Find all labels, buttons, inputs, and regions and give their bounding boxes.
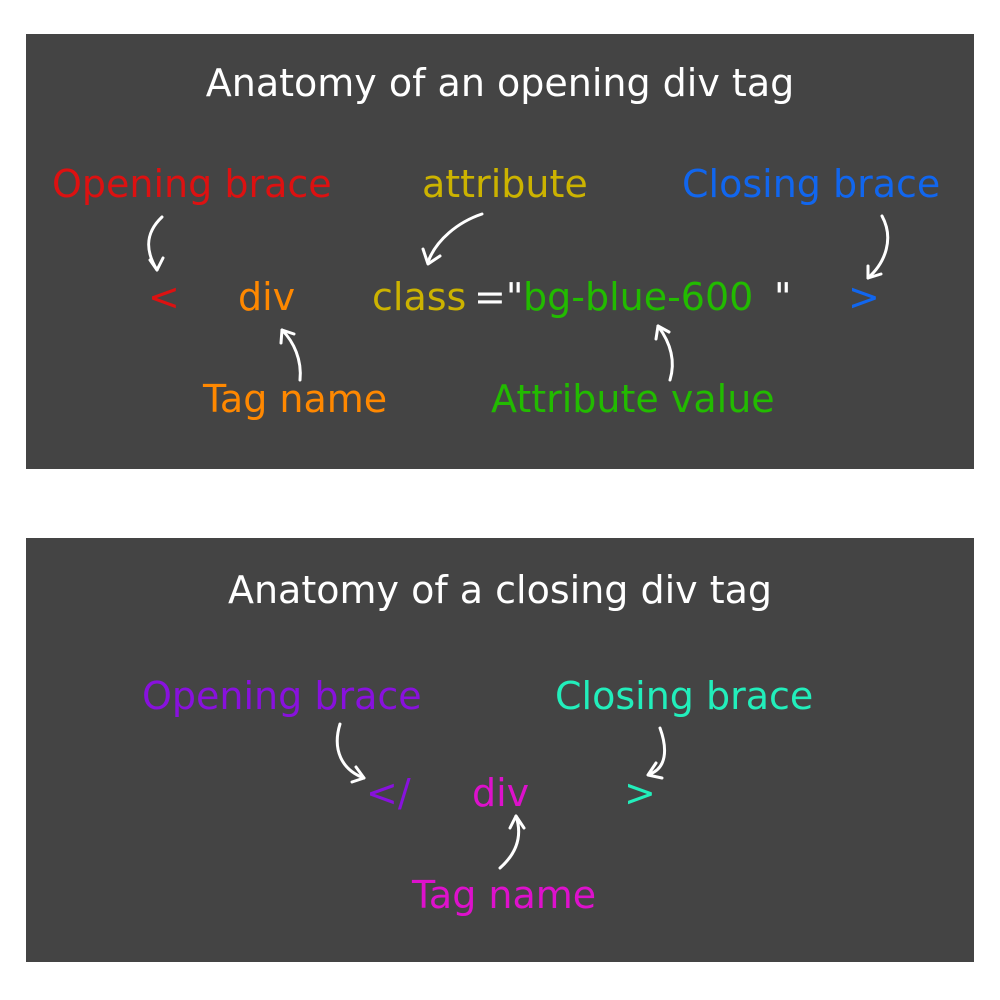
closing-tag-name-label: Tag name <box>412 873 597 917</box>
code-end-quote: " <box>774 275 792 319</box>
closing-code-tag-name: div <box>472 771 530 815</box>
closing-tag-closing-brace-label: Closing brace <box>555 674 814 718</box>
code-opening-brace: < <box>148 275 180 319</box>
attribute-value-label: Attribute value <box>491 377 775 421</box>
code-attribute: class <box>372 275 467 319</box>
arrow-to-opening-brace <box>147 215 165 272</box>
arrow-to-attribute-value <box>654 324 674 382</box>
arrow-to-closing-brace <box>866 214 890 280</box>
code-closing-brace: > <box>848 275 880 319</box>
closing-tag-arrows <box>335 722 667 870</box>
opening-tag-title: Anatomy of an opening div tag <box>205 61 795 105</box>
closing-code-closing-brace: > <box>624 771 656 815</box>
closing-code-opening-brace: </ <box>366 771 411 815</box>
tag-name-label: Tag name <box>203 377 388 421</box>
closing-brace-label: Closing brace <box>682 162 941 206</box>
closing-tag-opening-brace-label: Opening brace <box>142 674 422 718</box>
code-equals-quote: =" <box>474 275 524 319</box>
arrow-to-closing-tag-closing-brace <box>646 726 667 780</box>
attribute-label: attribute <box>422 162 588 206</box>
arrow-to-closing-tag-name <box>498 814 526 870</box>
closing-tag-panel: Anatomy of a closing div tag Opening bra… <box>26 538 974 962</box>
arrow-to-closing-tag-opening-brace <box>335 722 366 784</box>
opening-tag-arrows <box>147 212 890 382</box>
opening-tag-panel: Anatomy of an opening div tag Opening br… <box>26 34 974 469</box>
closing-tag-title: Anatomy of a closing div tag <box>227 568 773 612</box>
arrow-to-tag-name <box>279 328 302 382</box>
opening-brace-label: Opening brace <box>52 162 332 206</box>
code-tag-name: div <box>238 275 296 319</box>
arrow-to-attribute <box>421 212 484 266</box>
code-attribute-value: bg-blue-600 <box>523 275 754 319</box>
